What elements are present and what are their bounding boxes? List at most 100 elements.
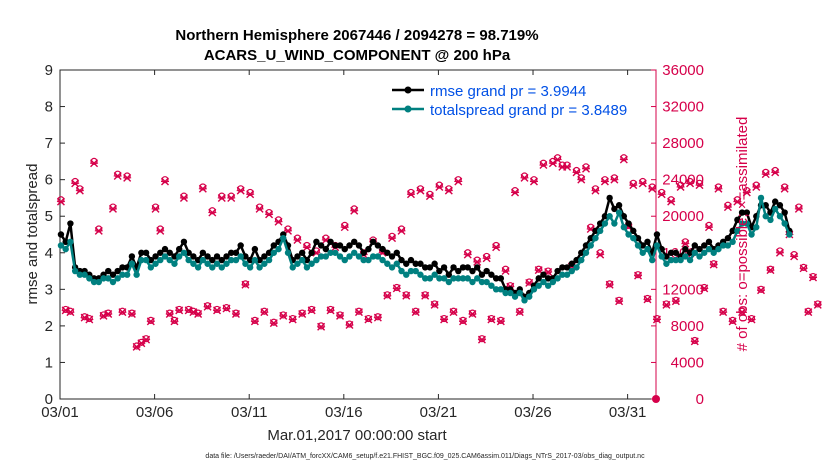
y-tick-label: 9 bbox=[45, 62, 53, 79]
obs-possible-marker bbox=[232, 309, 240, 317]
totalspread-point bbox=[123, 271, 131, 278]
y-axis-label-right: # of obs: o=possible; ×=assimilated bbox=[734, 117, 751, 352]
obs-assimilated-marker bbox=[761, 170, 770, 179]
obs-possible-marker bbox=[809, 272, 817, 281]
y-tick-label: 5 bbox=[45, 208, 53, 225]
obs-assimilated-marker bbox=[217, 193, 226, 202]
totalspread-point bbox=[592, 234, 599, 242]
rmse-point bbox=[611, 205, 618, 213]
y2-tick-label: 28000 bbox=[662, 135, 704, 152]
totalspread-point bbox=[469, 278, 476, 286]
rmse-point bbox=[109, 271, 117, 278]
obs-assimilated-marker bbox=[75, 186, 84, 195]
rmse-point bbox=[223, 253, 230, 260]
totalspread-point bbox=[606, 213, 613, 220]
obs-possible-marker bbox=[591, 185, 600, 193]
obs-possible-marker bbox=[464, 249, 472, 257]
totalspread-point bbox=[474, 275, 481, 282]
totalspread-point bbox=[653, 242, 661, 249]
obs-possible-marker bbox=[393, 283, 401, 292]
totalspread-point bbox=[563, 271, 571, 278]
rmse-point bbox=[261, 253, 268, 260]
totalspread-point bbox=[71, 267, 79, 275]
totalspread-point bbox=[90, 278, 98, 286]
obs-assimilated-marker bbox=[425, 192, 434, 201]
obs-possible-marker bbox=[691, 336, 699, 345]
obs-assimilated-marker bbox=[577, 175, 586, 184]
obs-possible-marker bbox=[355, 307, 363, 315]
obs-assimilated-marker bbox=[388, 234, 397, 243]
totalspread-point bbox=[587, 242, 594, 249]
totalspread-point bbox=[223, 260, 230, 267]
obs-assimilated-marker bbox=[790, 252, 799, 261]
chart-title-line1: Northern Hemisphere 2067446 / 2094278 = … bbox=[175, 27, 538, 44]
totalspread-point bbox=[261, 260, 268, 267]
rmse-point bbox=[256, 256, 263, 264]
obs-possible-marker bbox=[795, 203, 803, 211]
rmse-point bbox=[724, 234, 732, 242]
y2-tick-label: 20000 bbox=[662, 208, 704, 225]
rmse-point bbox=[209, 256, 216, 264]
obs-possible-marker bbox=[781, 183, 789, 191]
rmse-point bbox=[450, 264, 457, 271]
obs-possible-marker bbox=[577, 174, 585, 182]
obs-assimilated-marker bbox=[719, 308, 728, 317]
totalspread-point bbox=[757, 194, 765, 202]
y-tick-label: 7 bbox=[45, 135, 53, 152]
obs-possible-marker bbox=[695, 179, 704, 187]
obs-assimilated-marker bbox=[799, 264, 808, 273]
totalspread-point bbox=[511, 293, 519, 300]
rmse-point bbox=[147, 256, 155, 264]
rmse-point bbox=[166, 249, 173, 256]
obs-assimilated-marker bbox=[118, 308, 127, 317]
obs-assimilated-marker bbox=[780, 184, 789, 193]
legend-spread-label: totalspread grand pr = 3.8489 bbox=[430, 102, 627, 119]
obs-possible-marker bbox=[241, 280, 250, 288]
rmse-point bbox=[421, 264, 429, 271]
obs-possible-marker bbox=[610, 174, 618, 182]
obs-possible-marker bbox=[402, 291, 410, 299]
totalspread-point bbox=[57, 242, 65, 249]
rmse-point bbox=[540, 271, 547, 278]
rmse-point bbox=[772, 198, 779, 205]
obs-assimilated-marker bbox=[676, 182, 685, 191]
obs-possible-marker bbox=[374, 313, 382, 321]
totalspread-point bbox=[516, 289, 523, 297]
rmse-point bbox=[232, 249, 240, 256]
totalspread-point bbox=[265, 256, 273, 264]
obs-assimilated-marker bbox=[529, 177, 538, 186]
obs-assimilated-marker bbox=[809, 273, 818, 282]
rmse-point bbox=[152, 253, 159, 260]
obs-assimilated-marker bbox=[813, 300, 822, 309]
rmse-point bbox=[492, 275, 500, 282]
totalspread-point bbox=[336, 253, 344, 260]
obs-assimilated-marker bbox=[492, 243, 501, 252]
obs-assimilated-marker bbox=[402, 291, 411, 300]
totalspread-point bbox=[384, 260, 391, 267]
obs-possible-marker bbox=[345, 320, 354, 328]
obs-assimilated-marker bbox=[605, 280, 614, 289]
totalspread-point bbox=[497, 286, 505, 293]
totalspread-point bbox=[667, 256, 675, 264]
rmse-point bbox=[322, 245, 330, 253]
totalspread-point bbox=[743, 220, 751, 227]
obs-possible-marker bbox=[799, 263, 808, 271]
totalspread-point bbox=[540, 278, 547, 286]
obs-assimilated-marker bbox=[90, 159, 99, 168]
obs-assimilated-marker bbox=[459, 317, 468, 326]
rmse-point bbox=[568, 260, 576, 267]
obs-assimilated-marker bbox=[142, 335, 151, 344]
totalspread-point bbox=[176, 253, 183, 260]
obs-assimilated-marker bbox=[804, 308, 813, 317]
obs-assimilated-marker bbox=[501, 267, 510, 276]
obs-assimilated-marker bbox=[709, 260, 718, 269]
plot-area bbox=[59, 69, 657, 400]
obs-assimilated-marker bbox=[392, 284, 401, 293]
rmse-point bbox=[625, 220, 632, 227]
rmse-point bbox=[554, 267, 561, 275]
totalspread-point bbox=[715, 245, 722, 253]
rmse-point bbox=[157, 249, 164, 256]
totalspread-point bbox=[578, 256, 585, 264]
totalspread-point bbox=[544, 282, 552, 289]
obs-assimilated-marker bbox=[638, 179, 647, 188]
